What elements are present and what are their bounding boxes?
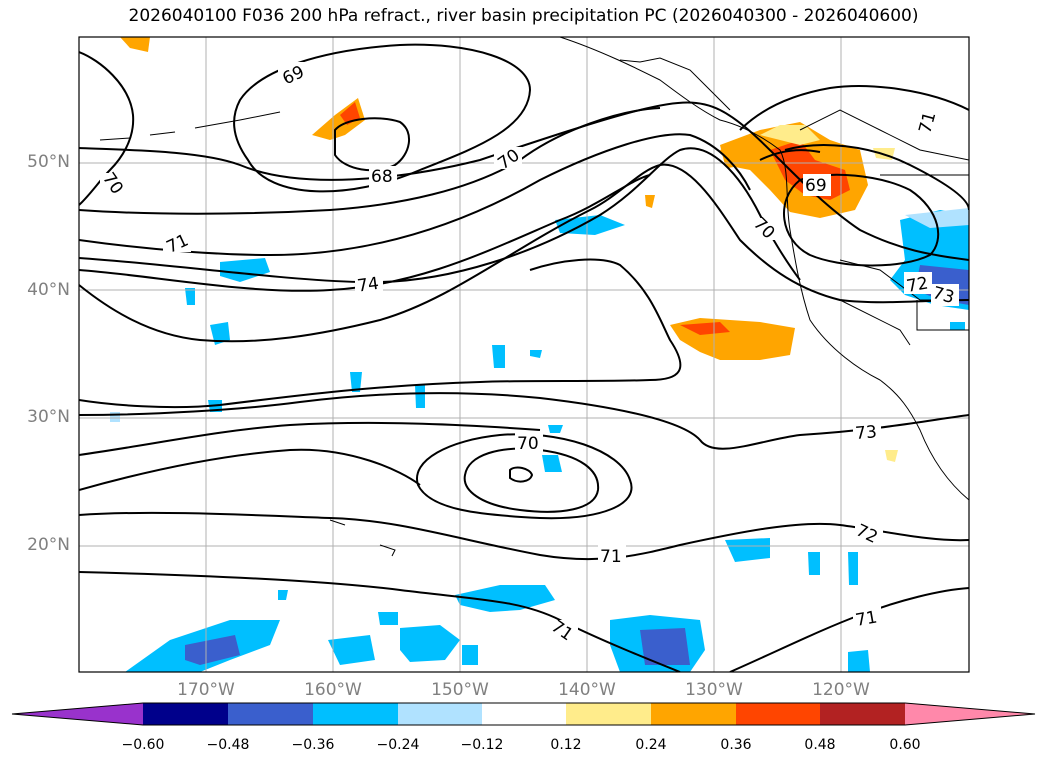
- lat-label: 30°N: [27, 407, 70, 427]
- colorbar-low-extend: [12, 703, 143, 725]
- lon-label: 160°W: [304, 680, 362, 700]
- lon-label: 150°W: [431, 680, 489, 700]
- colorbar-tick-label: −0.60: [121, 737, 165, 753]
- colorbar-tick-label: 0.60: [889, 737, 921, 753]
- colorbar: [11, 702, 1036, 726]
- contour-label: 71: [600, 547, 622, 567]
- lon-label: 140°W: [558, 680, 616, 700]
- coastlines: [99, 37, 969, 557]
- colorbar-tick-label: −0.36: [291, 737, 335, 753]
- lon-label: 170°W: [177, 680, 235, 700]
- contour-label: 68: [371, 167, 393, 187]
- lat-label: 40°N: [27, 280, 70, 300]
- contour-label: 69: [805, 176, 827, 196]
- map-title: 2026040100 F036 200 hPa refract., river …: [128, 6, 919, 26]
- colorbar-tick-label: −0.48: [206, 737, 250, 753]
- refractivity-contours: [79, 43, 969, 672]
- colorbar-tick-label: 0.36: [720, 737, 752, 753]
- colorbar-high-extend: [905, 703, 1035, 725]
- contour-label: 73: [854, 422, 877, 444]
- colorbar-tick-label: 0.24: [635, 737, 667, 753]
- colorbar-tick-label: 0.48: [804, 737, 836, 753]
- contour-label-group: 69 68 70 70 71 74 69 70 71 72 73 70 73 7…: [98, 62, 959, 645]
- lon-label: 120°W: [812, 680, 870, 700]
- contour-label: 70: [517, 434, 539, 454]
- graticule: [79, 37, 969, 672]
- contour-label: 72: [905, 273, 930, 296]
- colorbar-tick-label: −0.24: [376, 737, 420, 753]
- precip-positive-central: [670, 318, 795, 360]
- contour-label: 74: [356, 274, 380, 297]
- colorbar-tick-label: 0.12: [550, 737, 582, 753]
- lat-label: 20°N: [27, 535, 70, 555]
- map-frame: [78, 36, 970, 673]
- lon-label: 130°W: [685, 680, 743, 700]
- lat-label: 50°N: [27, 152, 70, 172]
- contour-label: 71: [854, 607, 879, 630]
- colorbar-tick-label: −0.12: [460, 737, 504, 753]
